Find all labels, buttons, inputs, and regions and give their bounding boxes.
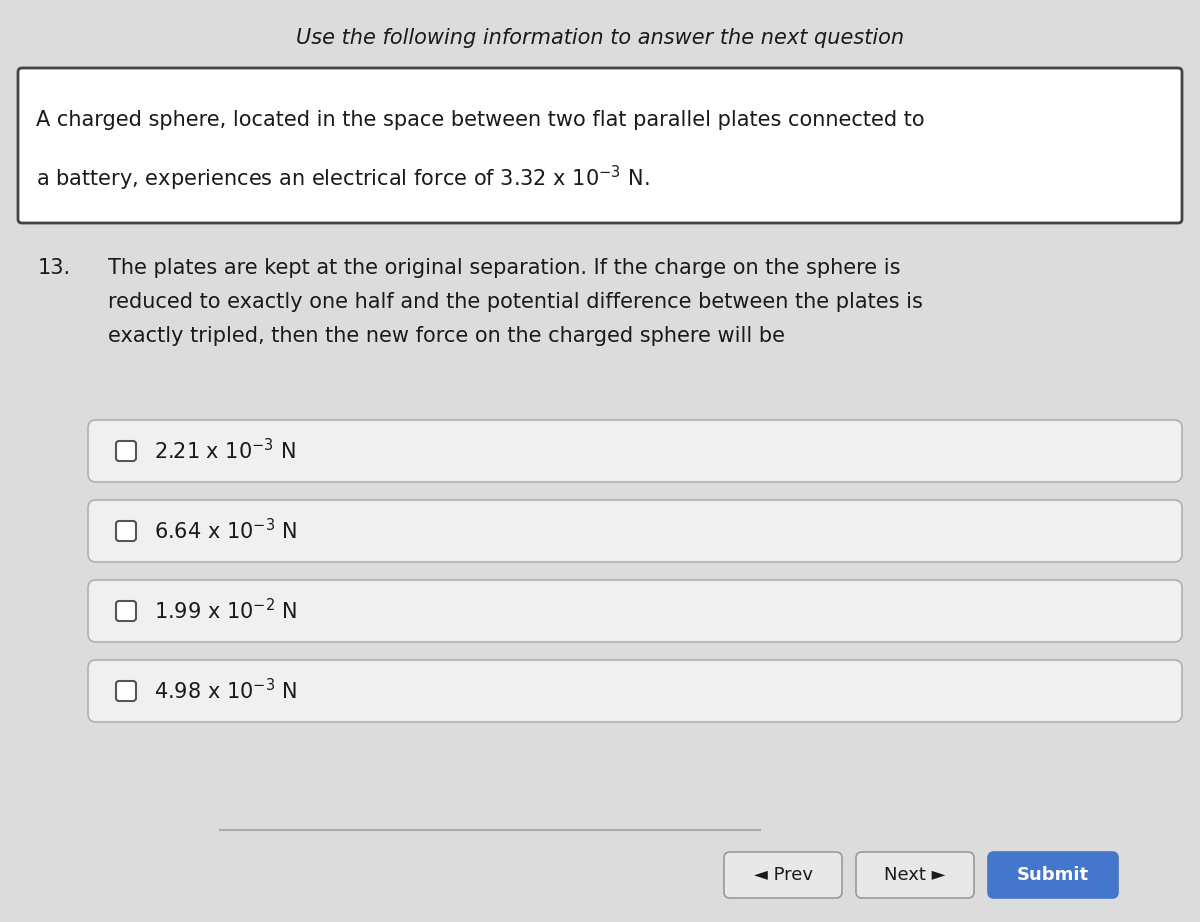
FancyBboxPatch shape xyxy=(116,601,136,621)
Text: Use the following information to answer the next question: Use the following information to answer … xyxy=(296,28,904,48)
Text: Next ►: Next ► xyxy=(884,866,946,884)
FancyBboxPatch shape xyxy=(88,420,1182,482)
FancyBboxPatch shape xyxy=(116,441,136,461)
FancyBboxPatch shape xyxy=(116,681,136,701)
Text: Submit: Submit xyxy=(1016,866,1090,884)
Text: The plates are kept at the original separation. If the charge on the sphere is: The plates are kept at the original sepa… xyxy=(108,258,900,278)
Text: ◄ Prev: ◄ Prev xyxy=(754,866,812,884)
FancyBboxPatch shape xyxy=(856,852,974,898)
FancyBboxPatch shape xyxy=(18,68,1182,223)
Text: 6.64 x 10$^{-3}$ N: 6.64 x 10$^{-3}$ N xyxy=(154,518,298,544)
Text: 2.21 x 10$^{-3}$ N: 2.21 x 10$^{-3}$ N xyxy=(154,438,296,464)
Text: reduced to exactly one half and the potential difference between the plates is: reduced to exactly one half and the pote… xyxy=(108,292,923,312)
Text: 1.99 x 10$^{-2}$ N: 1.99 x 10$^{-2}$ N xyxy=(154,598,298,623)
FancyBboxPatch shape xyxy=(88,580,1182,642)
Text: exactly tripled, then the new force on the charged sphere will be: exactly tripled, then the new force on t… xyxy=(108,326,785,346)
Text: 13.: 13. xyxy=(38,258,71,278)
Text: a battery, experiences an electrical force of 3.32 x 10$^{-3}$ N.: a battery, experiences an electrical for… xyxy=(36,163,649,193)
FancyBboxPatch shape xyxy=(988,852,1118,898)
FancyBboxPatch shape xyxy=(88,660,1182,722)
FancyBboxPatch shape xyxy=(116,521,136,541)
FancyBboxPatch shape xyxy=(724,852,842,898)
FancyBboxPatch shape xyxy=(88,500,1182,562)
Text: A charged sphere, located in the space between two flat parallel plates connecte: A charged sphere, located in the space b… xyxy=(36,110,925,130)
Text: 4.98 x 10$^{-3}$ N: 4.98 x 10$^{-3}$ N xyxy=(154,679,298,703)
